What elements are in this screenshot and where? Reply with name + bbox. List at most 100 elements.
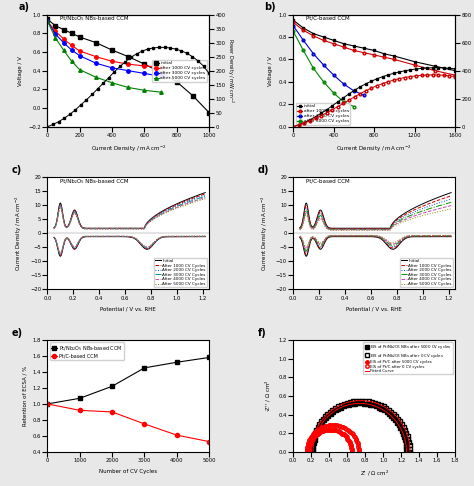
after 1000 CV cycles	[452, 72, 458, 78]
initial	[69, 30, 74, 36]
After 5000 CV Cycles	[390, 224, 396, 230]
EIS of Pt/Nb$_2$O$_5$ NBs after 0 CV cycles	[381, 403, 386, 409]
EIS of Pt/Nb$_2$O$_5$ NBs after 5000 CV cycles	[361, 400, 367, 406]
EIS of Pt/C after 5000 CV cycles	[338, 430, 344, 436]
After 5000 CV Cycles	[425, 211, 431, 217]
After 1000 CV Cycles	[387, 226, 393, 231]
Line: EIS of Pt/C after 0 CV cycles: EIS of Pt/C after 0 CV cycles	[305, 423, 361, 454]
EIS of Pt/Nb$_2$O$_5$ NBs after 5000 CV cycles	[316, 425, 322, 431]
After 3000 CV Cycles	[448, 199, 454, 205]
after 5000 CV cycles	[126, 85, 131, 90]
EIS of Pt/Nb$_2$O$_5$ NBs after 0 CV cycles	[402, 427, 408, 433]
EIS of Pt/Nb$_2$O$_5$ NBs after 0 CV cycles	[341, 401, 346, 407]
EIS of Pt/Nb$_2$O$_5$ NBs after 0 CV cycles	[406, 439, 412, 445]
EIS of Pt/Nb$_2$O$_5$ NBs after 0 CV cycles	[325, 411, 330, 417]
EIS of Pt/Nb$_2$O$_5$ NBs after 5000 CV cycles	[403, 440, 409, 446]
EIS of Pt/C after 0 CV cycles	[318, 425, 324, 431]
EIS of Pt/C after 0 CV cycles	[346, 428, 352, 434]
EIS of Pt/C after 5000 CV cycles	[325, 427, 331, 433]
EIS of Pt/Nb$_2$O$_5$ NBs after 5000 CV cycles	[388, 413, 394, 419]
initial	[109, 47, 115, 53]
EIS of Pt/C after 5000 CV cycles	[328, 427, 334, 433]
Initial	[51, 225, 57, 231]
EIS of Pt/C after 5000 CV cycles	[315, 431, 320, 436]
After 4000 CV Cycles	[346, 227, 352, 233]
After 2000 CV Cycles	[141, 226, 147, 231]
EIS of Pt/Nb$_2$O$_5$ NBs after 0 CV cycles	[405, 433, 410, 439]
EIS of Pt/Nb$_2$O$_5$ NBs after 0 CV cycles	[322, 413, 328, 419]
after 1000 CV cycles	[77, 48, 82, 54]
after 1000 CV cycles	[142, 63, 147, 69]
initial	[452, 68, 458, 73]
After 5000 CV Cycles	[202, 196, 208, 202]
Pt/C-based CCM	[206, 439, 212, 445]
Y-axis label: Power Density / mW cm$^{-2}$: Power Density / mW cm$^{-2}$	[471, 38, 474, 103]
after 1000 CV cycles	[382, 54, 387, 60]
after 5000 CV cycles	[93, 74, 99, 80]
EIS of Pt/Nb$_2$O$_5$ NBs after 0 CV cycles	[363, 398, 368, 404]
Text: Pt/Nb₂O₅ NBs-based CCM: Pt/Nb₂O₅ NBs-based CCM	[60, 16, 129, 21]
EIS of Pt/C after 0 CV cycles	[310, 432, 316, 437]
initial	[351, 43, 357, 49]
After 5000 CV Cycles	[387, 227, 393, 233]
after 3000 CV cycles	[341, 81, 346, 87]
X-axis label: Number of CV Cycles: Number of CV Cycles	[99, 469, 157, 474]
Legend: initial, after 1000 CV cycles, after 3000 CV cycles, after 5000 CV cycles: initial, after 1000 CV cycles, after 300…	[152, 60, 207, 82]
EIS of Pt/C after 5000 CV cycles	[306, 448, 311, 453]
After 3000 CV Cycles	[144, 221, 150, 227]
EIS of Pt/Nb$_2$O$_5$ NBs after 5000 CV cycles	[396, 422, 402, 428]
EIS of Pt/C after 0 CV cycles	[304, 447, 310, 453]
EIS of Pt/C after 5000 CV cycles	[335, 428, 340, 434]
Fitted Curve	[346, 428, 352, 434]
EIS of Pt/C after 5000 CV cycles	[348, 445, 354, 451]
EIS of Pt/Nb$_2$O$_5$ NBs after 0 CV cycles	[338, 402, 344, 408]
EIS of Pt/Nb$_2$O$_5$ NBs after 0 CV cycles	[347, 399, 353, 405]
EIS of Pt/Nb$_2$O$_5$ NBs after 5000 CV cycles	[365, 401, 370, 407]
Y-axis label: Retention of ECSA / %: Retention of ECSA / %	[22, 366, 27, 426]
initial	[361, 45, 367, 51]
Fitted Curve	[311, 430, 317, 436]
Line: After 1000 CV Cycles: After 1000 CV Cycles	[54, 194, 205, 228]
EIS of Pt/C after 0 CV cycles	[319, 424, 325, 430]
EIS of Pt/C after 0 CV cycles	[304, 444, 310, 450]
EIS of Pt/C after 0 CV cycles	[344, 426, 349, 432]
EIS of Pt/Nb$_2$O$_5$ NBs after 5000 CV cycles	[323, 415, 329, 421]
After 4000 CV Cycles	[390, 223, 396, 229]
EIS of Pt/C after 0 CV cycles	[321, 424, 327, 430]
EIS of Pt/Nb$_2$O$_5$ NBs after 0 CV cycles	[309, 446, 314, 451]
EIS of Pt/C after 5000 CV cycles	[346, 437, 351, 443]
X-axis label: Current Density / mA cm$^{-2}$: Current Density / mA cm$^{-2}$	[337, 143, 412, 154]
EIS of Pt/Nb$_2$O$_5$ NBs after 5000 CV cycles	[310, 449, 316, 455]
Fitted Curve	[304, 449, 310, 455]
EIS of Pt/C after 0 CV cycles	[353, 436, 358, 442]
EIS of Pt/Nb$_2$O$_5$ NBs after 5000 CV cycles	[401, 434, 407, 439]
After 1000 CV Cycles	[202, 191, 208, 197]
after 1000 CV cycles	[361, 50, 367, 55]
Pt/Nb$_2$O$_5$ NBs-based CCM	[206, 354, 212, 360]
Initial	[346, 226, 352, 231]
EIS of Pt/Nb$_2$O$_5$ NBs after 0 CV cycles	[312, 430, 318, 435]
Fitted Curve	[356, 446, 362, 451]
Line: after 3000 CV cycles: after 3000 CV cycles	[46, 19, 163, 78]
EIS of Pt/Nb$_2$O$_5$ NBs after 0 CV cycles	[309, 442, 315, 448]
Fitted Curve	[354, 437, 359, 443]
Line: After 4000 CV Cycles: After 4000 CV Cycles	[54, 197, 205, 229]
EIS of Pt/C after 0 CV cycles	[304, 449, 310, 455]
After 5000 CV Cycles	[141, 226, 147, 232]
After 2000 CV Cycles	[297, 226, 303, 231]
After 5000 CV Cycles	[346, 227, 352, 233]
Initial	[388, 225, 393, 231]
Line: after 1000 CV cycles: after 1000 CV cycles	[292, 21, 456, 76]
After 2000 CV Cycles	[425, 204, 431, 209]
Line: EIS of Pt/Nb$_2$O$_5$ NBs after 0 CV cycles: EIS of Pt/Nb$_2$O$_5$ NBs after 0 CV cyc…	[310, 399, 412, 454]
EIS of Pt/C after 0 CV cycles	[352, 434, 357, 440]
After 4000 CV Cycles	[52, 225, 57, 231]
EIS of Pt/C after 5000 CV cycles	[345, 435, 350, 441]
after 5000 CV cycles	[142, 87, 147, 93]
After 1000 CV Cycles	[297, 226, 302, 231]
EIS of Pt/C after 0 CV cycles	[306, 439, 311, 445]
Initial	[141, 226, 147, 231]
EIS of Pt/C after 5000 CV cycles	[346, 438, 352, 444]
after 3000 CV cycles	[61, 40, 66, 46]
Line: After 1000 CV Cycles: After 1000 CV Cycles	[300, 196, 451, 228]
